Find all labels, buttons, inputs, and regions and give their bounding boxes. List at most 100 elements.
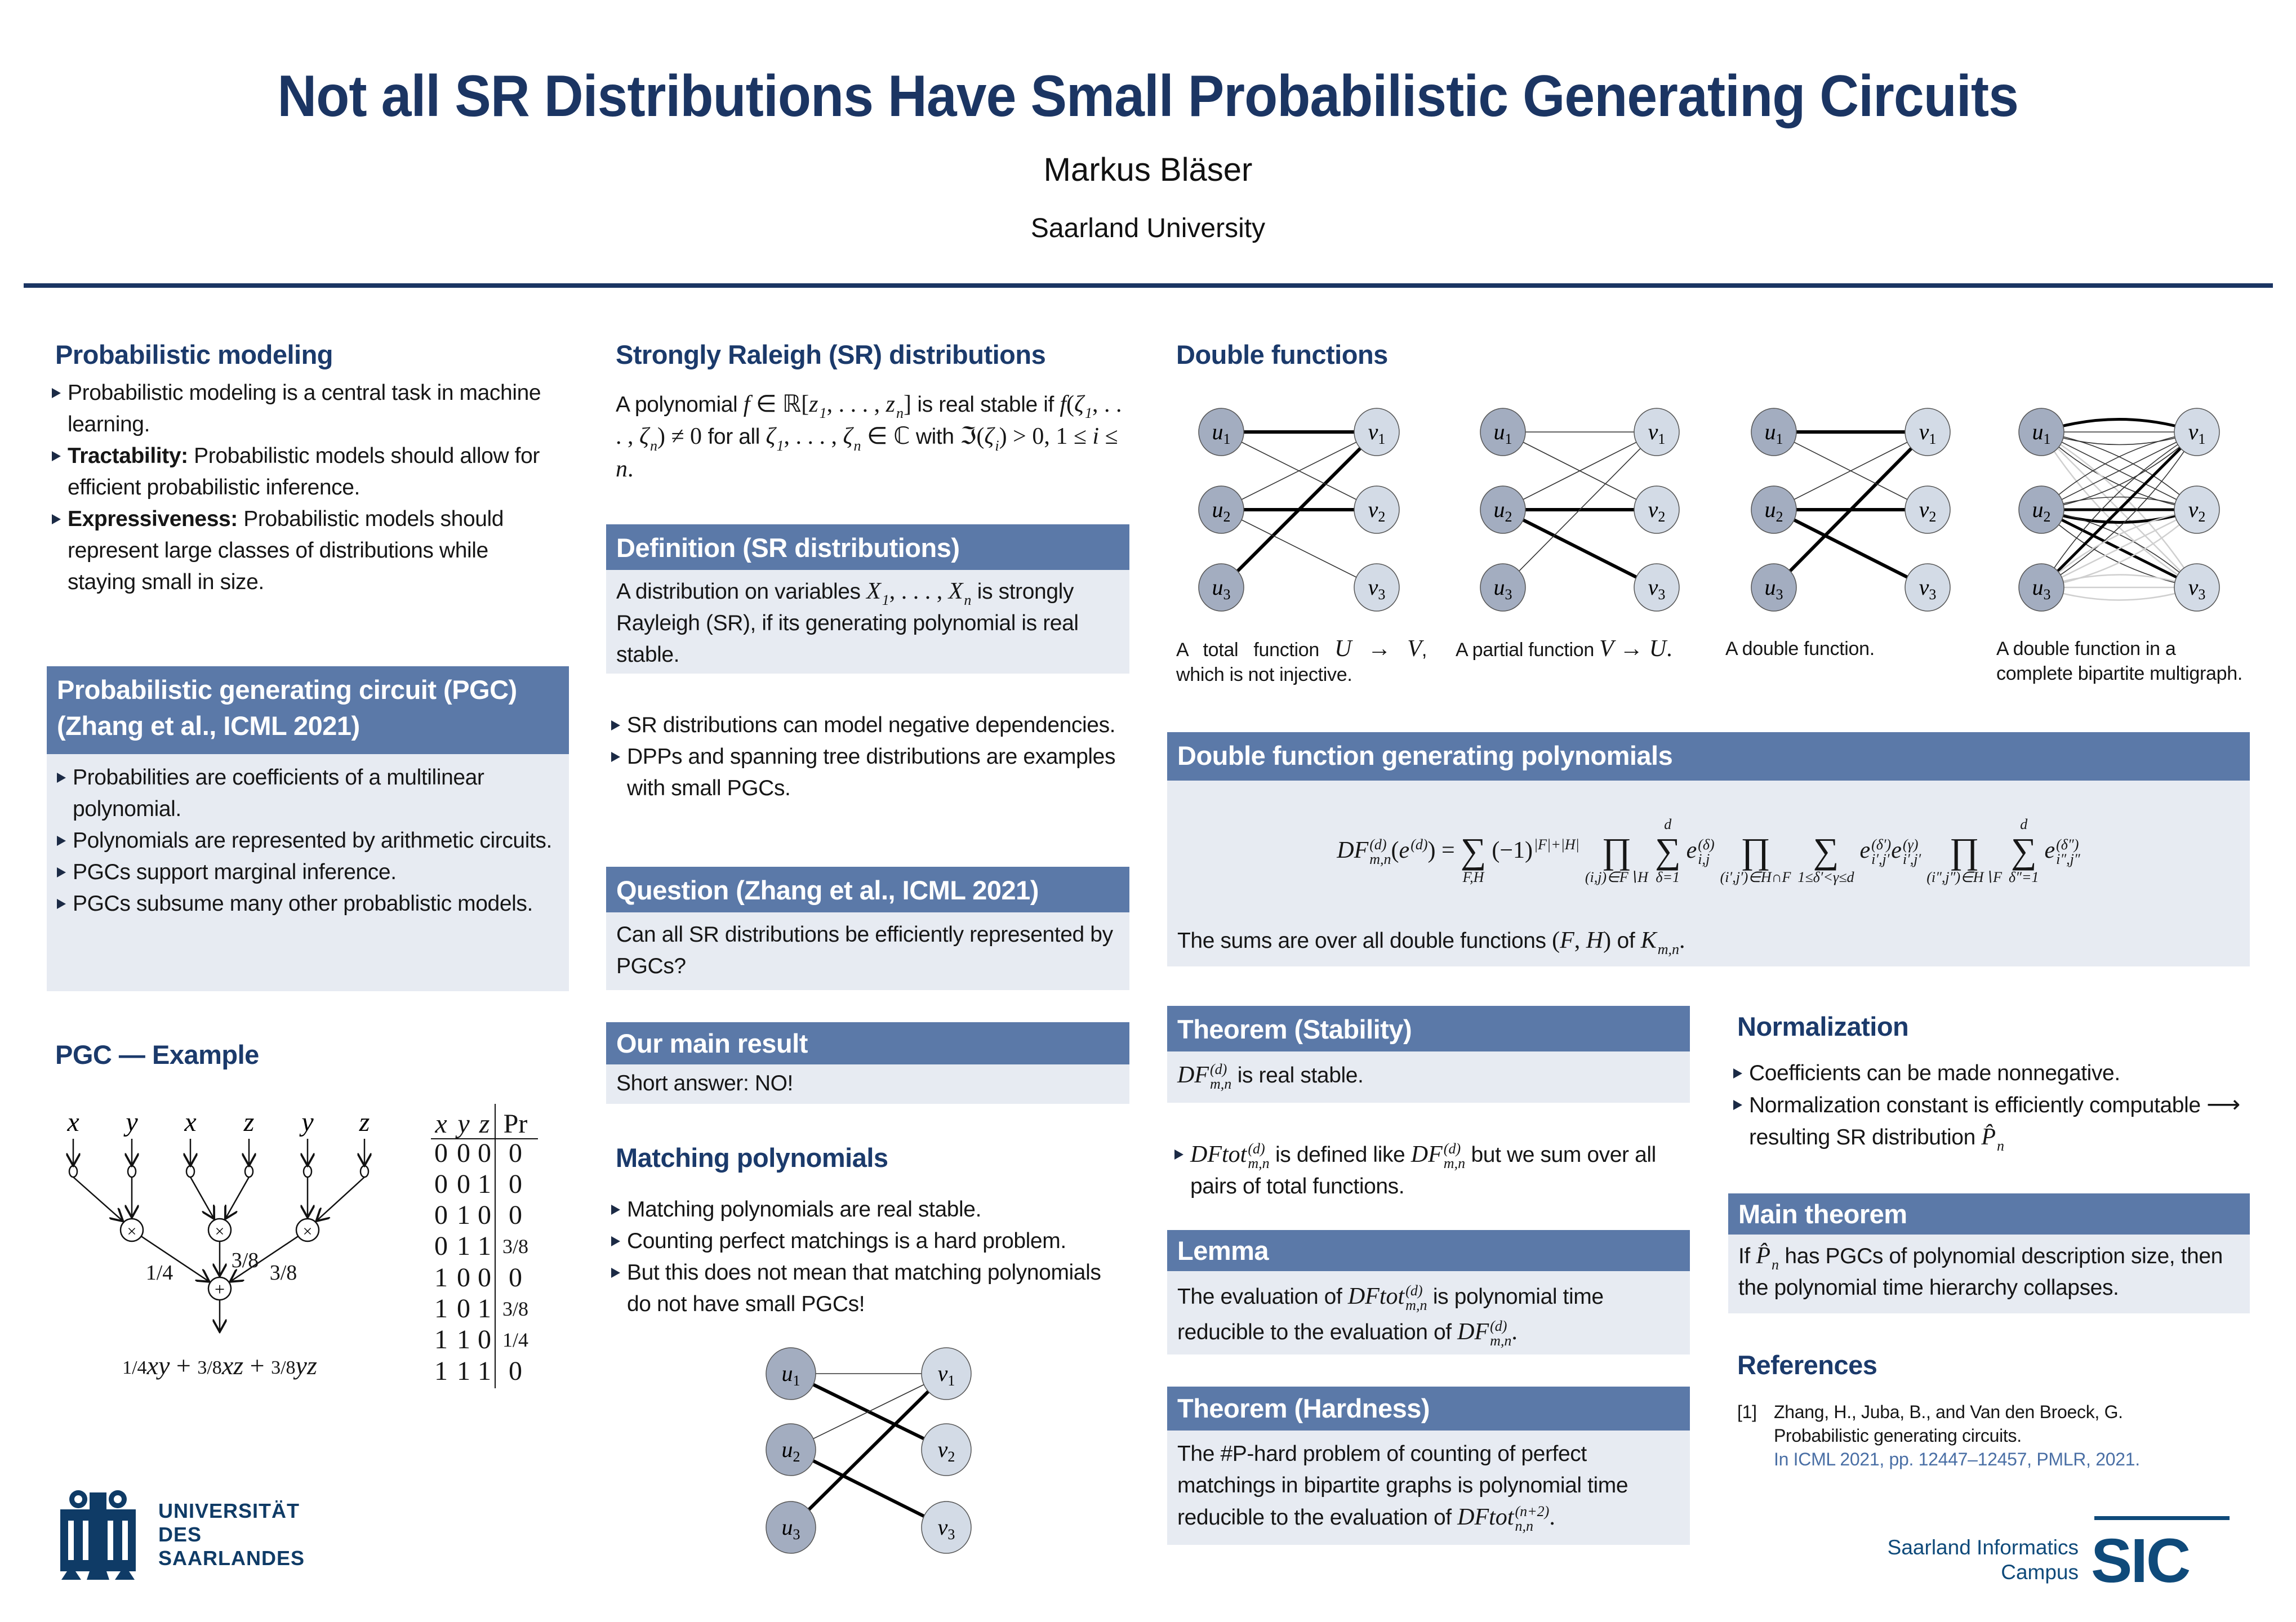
math-subscript: 1 <box>776 437 784 454</box>
formula-term: (−1) |F|+|H| <box>1492 835 1579 867</box>
math-symbol: , . . . , <box>616 391 1122 450</box>
v-node <box>1354 563 1400 612</box>
math-subscript <box>1534 852 1579 867</box>
math-scripts: n <box>1997 1124 2004 1153</box>
uds-crest-icon <box>60 1490 136 1580</box>
math-base: H <box>1586 928 1604 953</box>
table-cell: 0 <box>457 1294 470 1324</box>
u-node <box>1480 485 1526 534</box>
math-base: X <box>948 578 963 604</box>
math-subscript: m,n <box>1405 1297 1427 1314</box>
dftot-bullet: DFtot (d) m,n is defined like DF (d) m,n but… <box>1174 1139 1681 1202</box>
math-expression: DF (d) m,n <box>1337 837 1391 867</box>
math-base: F <box>1560 928 1574 953</box>
sr-heading: Strongly Raleigh (SR) distributions <box>616 340 1046 369</box>
math-scripts: (n+2) n,n <box>1515 1504 1549 1534</box>
table-cell: 1 <box>478 1294 491 1324</box>
text-run: A distribution on variables <box>616 580 867 604</box>
math-expression: e (γ) i′,j′ <box>1891 837 1921 867</box>
table-cell: 0 <box>457 1169 470 1199</box>
math-base: ζ <box>984 424 994 450</box>
edge-thin <box>1221 431 1377 510</box>
normalization-bullets: Coefficients can be made nonnegative. Nor… <box>1733 1058 2246 1153</box>
text-run: with <box>910 425 960 449</box>
math-scripts: i <box>995 424 999 453</box>
v-node <box>2174 485 2220 534</box>
text-run: Coefficients can be made nonnegative. <box>1749 1061 2120 1085</box>
definition-box: Definition (SR distributions) A distribu… <box>606 524 1129 674</box>
table-header: Pr <box>503 1109 528 1139</box>
math-expression: ζ n <box>843 424 861 453</box>
node-label-index: 1 <box>1929 431 1936 447</box>
math-expression: K m,n <box>1641 928 1679 957</box>
bullet-item: Probabilities are coefficients of a mult… <box>57 762 559 825</box>
sr-definition-text: A polynomial f ∈ ℝ[z 1, . . . , z n] is … <box>616 389 1123 485</box>
math-expression: n <box>616 456 628 482</box>
bullet-item: Polynomials are represented by arithmeti… <box>57 825 559 857</box>
reference-venue[interactable]: In ICML 2021, pp. 12447–12457, PMLR, 202… <box>1774 1449 2140 1469</box>
math-expression: ζ 1 <box>1074 391 1092 421</box>
math-expression: z n <box>886 391 904 421</box>
math-base: V <box>1599 636 1614 662</box>
node-label-index: 2 <box>1776 509 1783 525</box>
math-subscript: n <box>650 437 658 454</box>
math-subscript: n <box>964 592 972 609</box>
u-node <box>766 1501 816 1554</box>
text-run: The #P-hard problem of counting of perfe… <box>1177 1442 1628 1530</box>
math-subscript: i″,j″ <box>2056 851 2080 868</box>
math-scripts: (d) m,n <box>1490 1319 1511 1348</box>
matching-edges <box>789 1372 948 1529</box>
math-expression: ζ 1 <box>766 424 784 453</box>
text-run: , which is not injective. <box>1176 639 1427 685</box>
math-symbol: . <box>1679 928 1685 953</box>
node-label-index: 1 <box>793 1373 800 1389</box>
formula-operator: ∏ (i,j)∈F∖H <box>1585 816 1648 886</box>
formula-term: e (δ′) i′,j′ e (γ) i′,j′ <box>1859 835 1921 867</box>
math-expression: P̂ n <box>1756 1243 1779 1272</box>
edge-bold <box>790 1448 947 1529</box>
math-symbol: , <box>1574 928 1586 953</box>
pgc-circuit: x y x z y z × × × + <box>47 1107 385 1363</box>
text-run: is real stable if <box>911 393 1060 417</box>
text-run: Can all SR distributions be efficiently … <box>616 923 1113 978</box>
operator-symbol: ∑ <box>1460 831 1487 871</box>
text-run: DPPs and spanning tree distributions are… <box>627 745 1116 800</box>
input-node <box>127 1165 137 1178</box>
math-scripts: 1 <box>777 424 784 453</box>
math-symbol: ) ≠ 0 <box>657 424 702 450</box>
math-expression: |F|+|H| <box>1533 837 1579 863</box>
node-label-index: 1 <box>2198 431 2205 447</box>
operator-symbol: ∑ <box>2010 831 2037 871</box>
u-node <box>1198 408 1244 456</box>
math-superscript <box>1658 928 1679 942</box>
math-scripts: (d) m,n <box>1444 1142 1465 1171</box>
uds-logo-line3: SAARLANDES <box>158 1547 305 1570</box>
table-cell: 1 <box>434 1325 448 1355</box>
math-base: e <box>2044 837 2055 863</box>
math-base: DF <box>1337 837 1369 863</box>
table-cell: 0 <box>434 1169 448 1199</box>
table-cell: 0 <box>457 1138 470 1168</box>
table-cell: 1 <box>457 1356 470 1386</box>
input-variable-label: x <box>66 1107 79 1137</box>
pgc-heading: Probabilistic generating circuit (PGC) (… <box>47 666 569 754</box>
graph-caption-4: A double function in a complete bipartit… <box>1996 636 2250 686</box>
matching-bullets: Matching polynomials are real stable. Cou… <box>611 1194 1129 1320</box>
math-expression: DFtot (n+2) n,n <box>1457 1504 1549 1534</box>
node-label-index: 2 <box>2198 509 2205 525</box>
dfgp-box: Double function generating polynomials D… <box>1167 732 2250 966</box>
table-header: y <box>457 1109 470 1139</box>
math-expression: F <box>1560 928 1574 953</box>
text-run: of <box>1611 929 1641 953</box>
math-symbol: ) > 0, 1 ≤ <box>999 424 1093 450</box>
text-run: If <box>1738 1244 1756 1268</box>
lemma-body: The evaluation of DFtot (d) m,n is polynom… <box>1167 1271 1690 1354</box>
bullet-item: PGCs support marginal inference. <box>57 857 559 888</box>
math-expression: V <box>1599 636 1614 662</box>
operator-lower-limit: 1≤δ′<γ≤d <box>1797 869 1854 885</box>
text-run: but we sum over all pairs of total funct… <box>1190 1143 1656 1199</box>
sic-logo-line1: Saarland Informatics <box>1887 1536 2079 1559</box>
math-superscript <box>882 578 889 593</box>
input-node <box>359 1165 370 1178</box>
graph-caption-1: A total function U → V, which is not inj… <box>1176 636 1427 687</box>
